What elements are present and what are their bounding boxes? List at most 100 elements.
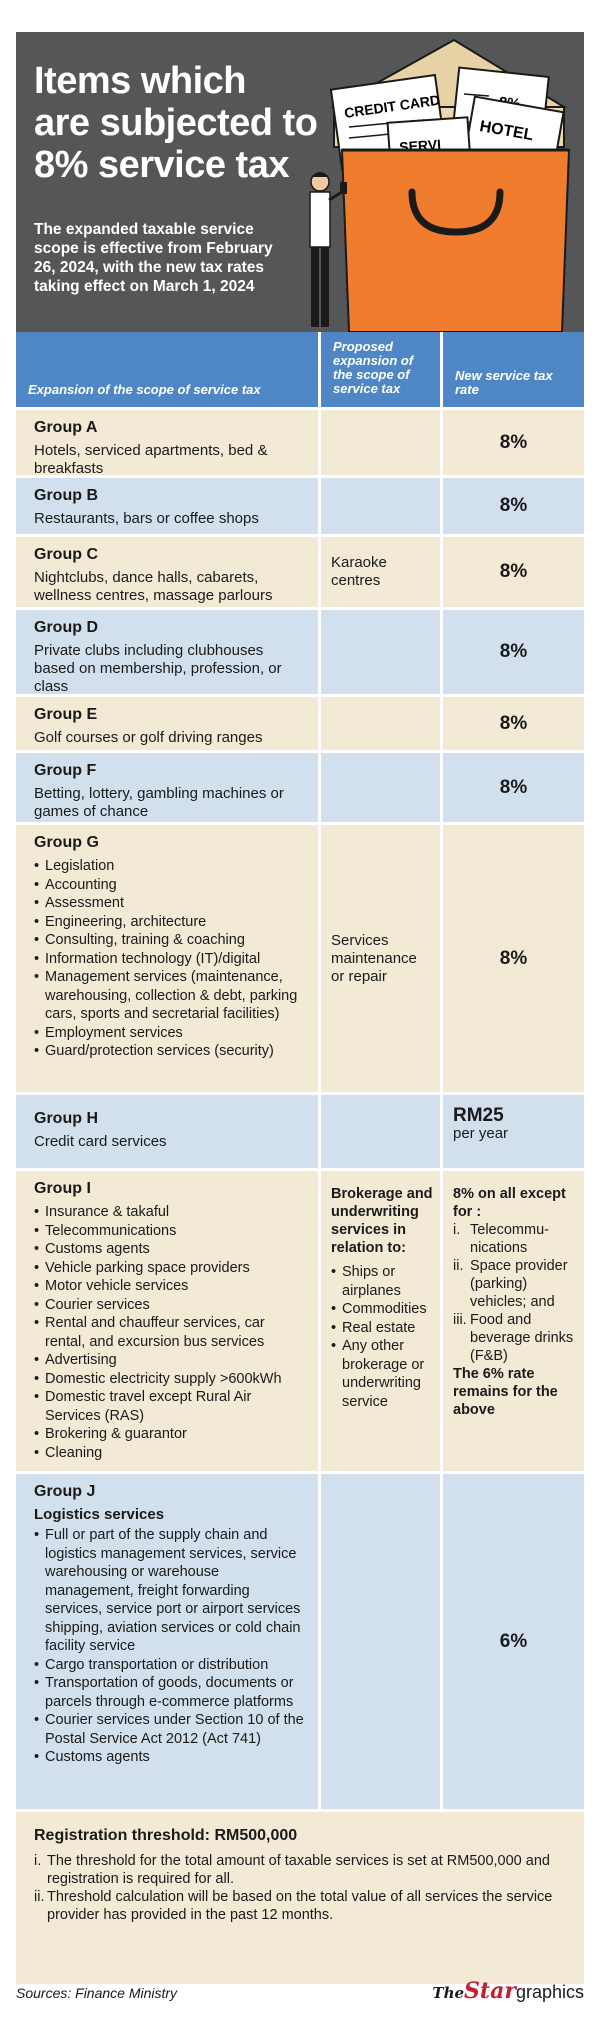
group-name: Group D (34, 619, 98, 636)
list-item: Accounting (34, 876, 308, 895)
list-item: Full or part of the supply chain and log… (34, 1526, 308, 1656)
list-item: Rental and chauffeur services, car renta… (34, 1314, 308, 1351)
group-item-list: Legislation Accounting Assessment Engine… (34, 857, 308, 1061)
group-subheading: Logistics services (34, 1506, 165, 1523)
table-row-group-c: Group C Nightclubs, dance halls, cabaret… (16, 537, 584, 610)
title-line-2: are subjected to (34, 102, 318, 144)
header-rate: New service tax rate (440, 332, 584, 407)
list-item: Advertising (34, 1351, 308, 1370)
rate-note: The 6% rate remains for the above (453, 1366, 558, 1418)
service-tax-table: Expansion of the scope of service tax Pr… (16, 332, 584, 1984)
group-name: Group E (34, 706, 98, 723)
group-description: Private clubs including clubhouses based… (34, 642, 282, 695)
list-item: Consulting, training & coaching (34, 931, 308, 950)
list-item: Telecommunications (34, 1222, 308, 1241)
rate-value: 8% (499, 561, 528, 582)
table-row-group-f: Group F Betting, lottery, gambling machi… (16, 753, 584, 825)
group-name: Group A (34, 419, 98, 436)
list-item: Brokering & guarantor (34, 1425, 308, 1444)
group-description: Restaurants, bars or coffee shops (34, 510, 259, 527)
logo-graphics: graphics (515, 1982, 584, 2002)
list-item: Employment services (34, 1024, 308, 1043)
proposed-cell (318, 697, 440, 750)
group-name: Group C (34, 546, 98, 563)
list-item: Commodities (331, 1300, 434, 1319)
list-item: Assessment (34, 894, 308, 913)
group-description: Hotels, serviced apartments, bed & break… (34, 442, 268, 477)
group-item-list: Insurance & takaful Telecommunications C… (34, 1203, 308, 1462)
list-item: Customs agents (34, 1240, 308, 1259)
list-item: iii. Food and beverage drinks (F&B) (453, 1312, 574, 1364)
rate-value: 6% (499, 1630, 528, 1652)
rate-value: 8% (499, 712, 528, 734)
logo-the: The (432, 1984, 465, 2002)
proposed-cell: Services maintenance or repair (318, 825, 440, 1092)
group-description: Credit card services (34, 1133, 167, 1150)
rate-value: 8% (499, 431, 528, 453)
list-item: Any other brokerage or underwriting serv… (331, 1337, 434, 1411)
rate-period: per year (453, 1125, 509, 1142)
rate-value: RM25 (453, 1105, 504, 1126)
proposed-heading: Brokerage and underwriting services in r… (331, 1186, 433, 1256)
rate-value: 8% (499, 776, 528, 798)
table-header-row: Expansion of the scope of service tax Pr… (16, 332, 584, 410)
header-panel: Items which are subjected to 8% service … (16, 32, 584, 332)
list-item: Transportation of goods, documents or pa… (34, 1674, 308, 1711)
title-line-1: Items which (34, 60, 247, 102)
list-item: Insurance & takaful (34, 1203, 308, 1222)
proposed-cell (318, 753, 440, 822)
header-proposed: Proposed expansion of the scope of servi… (318, 332, 440, 407)
registration-threshold-box: Registration threshold: RM500,000 i. The … (16, 1812, 584, 1984)
table-row-group-b: Group B Restaurants, bars or coffee shop… (16, 478, 584, 537)
source-credit: Sources: Finance Ministry (16, 1985, 178, 2001)
list-item: Cargo transportation or distribution (34, 1656, 308, 1675)
table-row-group-a: Group A Hotels, serviced apartments, bed… (16, 410, 584, 478)
group-description: Golf courses or golf driving ranges (34, 729, 263, 746)
page-subtitle: The expanded taxable service scope is ef… (34, 221, 273, 295)
threshold-list: i. The threshold for the total amount of … (34, 1852, 570, 1924)
group-name: Group B (34, 487, 98, 504)
proposed-cell (318, 610, 440, 694)
rate-heading: 8% on all except for : (453, 1186, 566, 1220)
rate-value: 8% (499, 641, 528, 662)
proposed-cell (318, 1095, 440, 1168)
list-item: ii. Space provider (parking) vehicles; an… (453, 1258, 568, 1310)
list-item: i. The threshold for the total amount of … (34, 1853, 550, 1887)
list-item: Management services (maintenance, wareho… (34, 968, 308, 1024)
proposed-cell (318, 1474, 440, 1809)
table-row-group-j: Group J Logistics services Full or part … (16, 1474, 584, 1812)
person-figure (309, 172, 347, 327)
bag-handle (408, 188, 504, 236)
list-item: Customs agents (34, 1748, 308, 1767)
list-item: ii. Threshold calculation will be based o… (34, 1889, 553, 1923)
list-item: Domestic travel except Rural Air Service… (34, 1388, 308, 1425)
group-item-list: Full or part of the supply chain and log… (34, 1526, 308, 1767)
proposed-cell: Karaoke centres (318, 537, 440, 607)
threshold-title: Registration threshold: RM500,000 (34, 1827, 298, 1844)
proposed-cell (318, 410, 440, 475)
proposed-item-list: Ships or airplanes Commodities Real esta… (331, 1263, 434, 1411)
list-item: Motor vehicle services (34, 1277, 308, 1296)
group-description: Betting, lottery, gambling machines or g… (34, 785, 284, 820)
shopping-bag-illustration: CREDIT CARD -8% HOTEL SERVI (309, 38, 571, 332)
group-name: Group J (34, 1483, 96, 1500)
list-item: Domestic electricity supply >600kWh (34, 1370, 308, 1389)
list-item: Courier services under Section 10 of the… (34, 1711, 308, 1748)
table-row-group-e: Group E Golf courses or golf driving ran… (16, 697, 584, 753)
rate-exception-list: i. Telecommu-nications ii. Space provider … (453, 1221, 574, 1365)
group-name: Group G (34, 834, 99, 851)
proposed-cell (318, 478, 440, 534)
page-title: Items which are subjected to 8% service … (34, 60, 364, 186)
group-name: Group H (34, 1110, 98, 1127)
group-description: Nightclubs, dance halls, cabarets, welln… (34, 569, 273, 604)
logo-star: Star (464, 1978, 516, 2004)
list-item: Legislation (34, 857, 308, 876)
list-item: Ships or airplanes (331, 1263, 434, 1300)
header-scope: Expansion of the scope of service tax (28, 382, 261, 397)
group-name: Group I (34, 1180, 91, 1197)
group-name: Group F (34, 762, 97, 779)
title-line-3: 8% service tax (34, 144, 289, 186)
list-item: Engineering, architecture (34, 913, 308, 932)
list-item: Cleaning (34, 1444, 308, 1463)
